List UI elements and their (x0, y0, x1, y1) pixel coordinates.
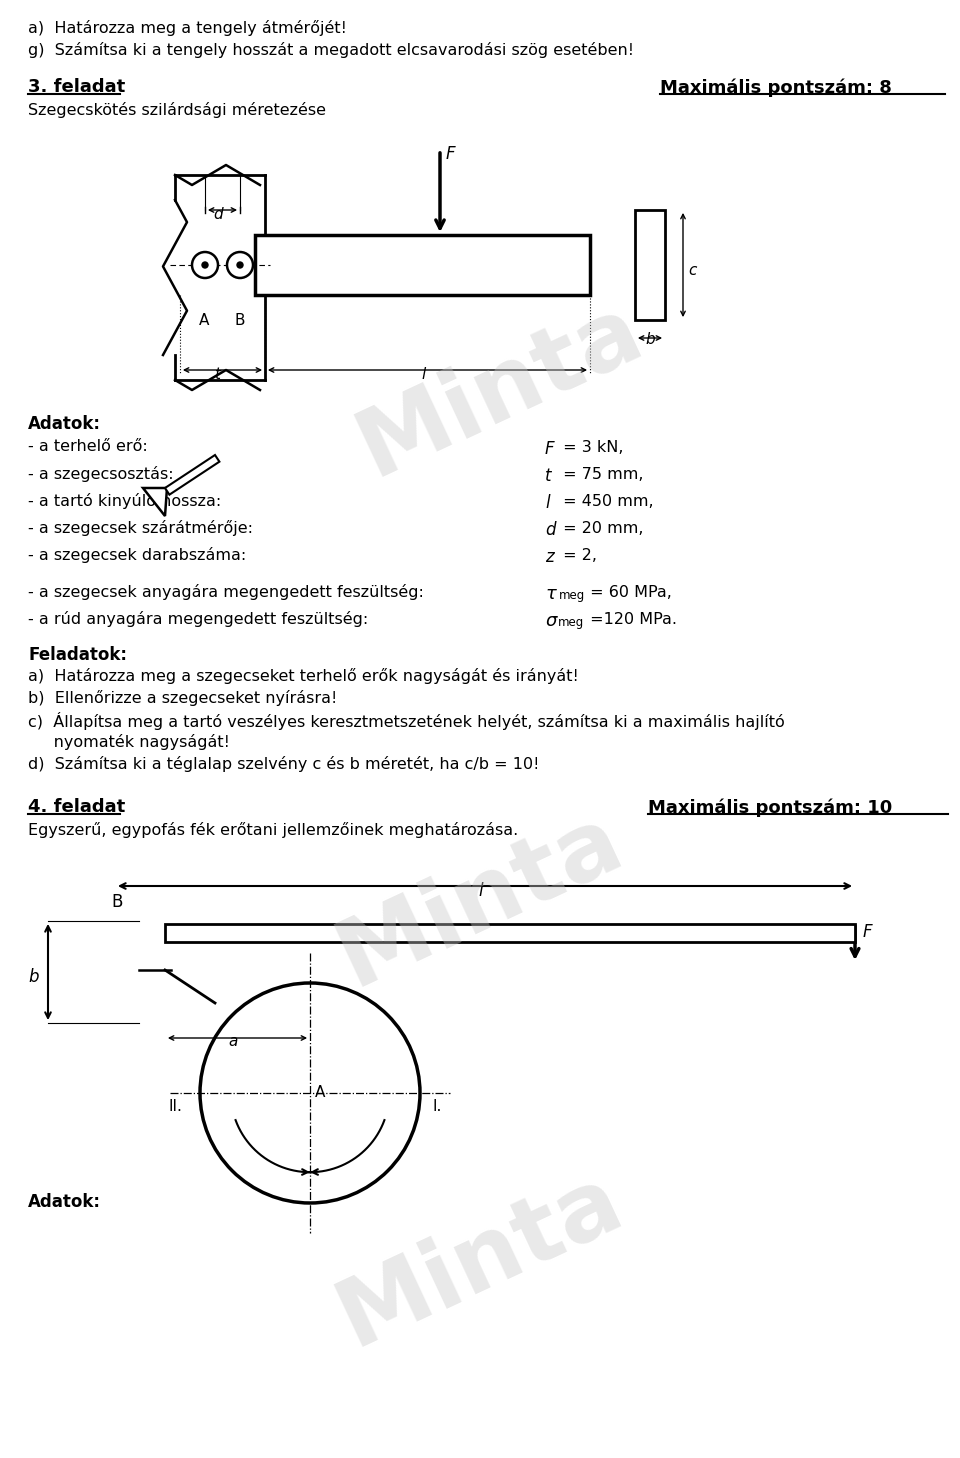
Text: - a szegecsek anyagára megengedett feszültség:: - a szegecsek anyagára megengedett feszü… (28, 585, 424, 601)
Circle shape (227, 252, 253, 278)
Circle shape (237, 262, 243, 268)
Text: σ: σ (545, 612, 557, 630)
Text: d: d (545, 521, 556, 539)
Text: a)  Határozza meg a tengely átmérőjét!: a) Határozza meg a tengely átmérőjét! (28, 20, 347, 36)
Text: = 60 MPa,: = 60 MPa, (585, 585, 672, 601)
Text: - a rúd anyagára megengedett feszültség:: - a rúd anyagára megengedett feszültség: (28, 611, 369, 627)
Text: z: z (545, 548, 554, 566)
Text: l: l (421, 367, 426, 382)
Text: Egyszerű, egypofás fék erőtani jellemzőinek meghatározása.: Egyszerű, egypofás fék erőtani jellemzői… (28, 822, 518, 838)
Text: Maximális pontszám: 8: Maximális pontszám: 8 (660, 77, 892, 96)
Text: A: A (315, 1085, 325, 1099)
Text: = 3 kN,: = 3 kN, (558, 440, 623, 455)
Text: Feladatok:: Feladatok: (28, 646, 127, 663)
Text: A: A (199, 313, 209, 328)
Text: a)  Határozza meg a szegecseket terhelő erők nagyságát és irányát!: a) Határozza meg a szegecseket terhelő e… (28, 668, 579, 684)
Text: = 450 mm,: = 450 mm, (558, 494, 654, 509)
Circle shape (202, 262, 208, 268)
Text: g)  Számítsa ki a tengely hosszát a megadott elcsavarodási szög esetében!: g) Számítsa ki a tengely hosszát a megad… (28, 42, 634, 58)
Text: - a szegecsek darabszáma:: - a szegecsek darabszáma: (28, 547, 247, 563)
Text: Szegecskötés szilárdsági méretezése: Szegecskötés szilárdsági méretezése (28, 102, 326, 118)
Text: Maximális pontszám: 10: Maximális pontszám: 10 (648, 798, 892, 816)
Text: nyomaték nagyságát!: nyomaték nagyságát! (28, 733, 229, 749)
Text: 3. feladat: 3. feladat (28, 77, 125, 96)
Polygon shape (143, 488, 167, 516)
Text: meg: meg (558, 615, 585, 628)
Text: d: d (213, 207, 223, 222)
Text: = 2,: = 2, (558, 548, 597, 563)
Text: d)  Számítsa ki a téglalap szelvény c és b méretét, ha c/b = 10!: d) Számítsa ki a téglalap szelvény c és … (28, 757, 540, 771)
Text: B: B (111, 892, 122, 911)
Text: l: l (479, 882, 483, 900)
Text: - a szegecsosztás:: - a szegecsosztás: (28, 467, 174, 483)
Text: 4. feladat: 4. feladat (28, 798, 125, 816)
Text: c)  Állapítsa meg a tartó veszélyes keresztmetszetének helyét, számítsa ki a max: c) Állapítsa meg a tartó veszélyes keres… (28, 712, 784, 730)
Text: b: b (29, 968, 39, 986)
Text: τ: τ (545, 585, 556, 604)
Text: Minta: Minta (344, 284, 657, 496)
Text: b: b (645, 332, 655, 347)
Text: - a szegecsek szárátmérője:: - a szegecsek szárátmérője: (28, 521, 253, 537)
Text: - a tartó kinyúló hossza:: - a tartó kinyúló hossza: (28, 493, 221, 509)
Circle shape (200, 983, 420, 1203)
Text: F: F (545, 440, 555, 458)
Text: Minta: Minta (324, 795, 636, 1006)
Text: F: F (446, 144, 456, 163)
Bar (635, 210, 665, 319)
Text: F: F (863, 923, 873, 940)
Text: c: c (688, 262, 696, 277)
Text: Adatok:: Adatok: (28, 1193, 101, 1212)
Text: II.: II. (168, 1099, 181, 1114)
Text: = 20 mm,: = 20 mm, (558, 521, 643, 537)
Text: meg: meg (559, 589, 586, 602)
Bar (165, 924, 855, 942)
Text: =120 MPa.: =120 MPa. (585, 612, 677, 627)
Text: a: a (228, 1034, 238, 1048)
Text: t: t (545, 467, 551, 486)
Text: b)  Ellenőrizze a szegecseket nyírásra!: b) Ellenőrizze a szegecseket nyírásra! (28, 690, 337, 706)
Text: I.: I. (432, 1099, 442, 1114)
Text: Adatok:: Adatok: (28, 416, 101, 433)
Text: l: l (545, 494, 550, 512)
Text: B: B (235, 313, 246, 328)
Bar (255, 235, 590, 295)
Text: = 75 mm,: = 75 mm, (558, 467, 643, 483)
Text: t: t (214, 367, 220, 382)
Text: - a terhelő erő:: - a terhelő erő: (28, 439, 148, 453)
Text: Minta: Minta (324, 1155, 636, 1366)
Polygon shape (165, 455, 220, 494)
Circle shape (192, 252, 218, 278)
